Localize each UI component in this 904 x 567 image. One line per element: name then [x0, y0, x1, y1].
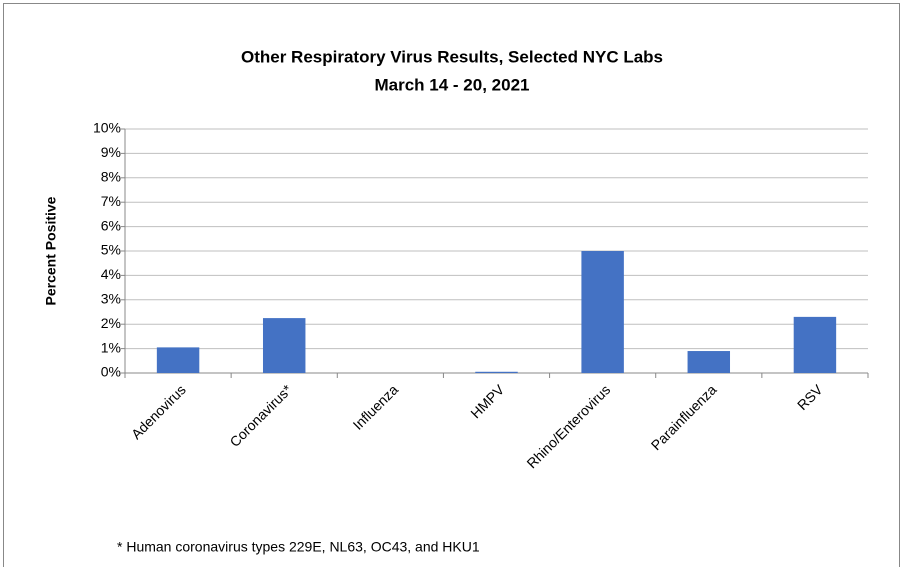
- bar: [793, 316, 837, 373]
- y-axis-label: Percent Positive: [43, 196, 59, 305]
- bar: [262, 318, 306, 373]
- y-tick-label: 3%: [101, 291, 121, 307]
- y-tick-label: 6%: [101, 217, 121, 233]
- bar: [581, 251, 624, 373]
- y-tick-label: 9%: [101, 144, 121, 160]
- y-tick-label: 10%: [93, 120, 121, 136]
- chart-border: [3, 3, 900, 567]
- y-tick-label: 4%: [101, 266, 121, 282]
- y-tick-label: 2%: [101, 315, 121, 331]
- y-tick-label: 1%: [101, 339, 121, 355]
- footnote: * Human coronavirus types 229E, NL63, OC…: [117, 539, 480, 555]
- bar: [475, 371, 518, 373]
- y-tick-label: 8%: [101, 169, 121, 185]
- y-tick-label: 0%: [101, 364, 121, 380]
- bar: [687, 351, 731, 373]
- y-tick-label: 5%: [101, 242, 121, 258]
- chart-subtitle: March 14 - 20, 2021: [375, 75, 530, 94]
- bar: [156, 347, 200, 373]
- y-tick-label: 7%: [101, 193, 121, 209]
- chart-title: Other Respiratory Virus Results, Selecte…: [241, 47, 663, 66]
